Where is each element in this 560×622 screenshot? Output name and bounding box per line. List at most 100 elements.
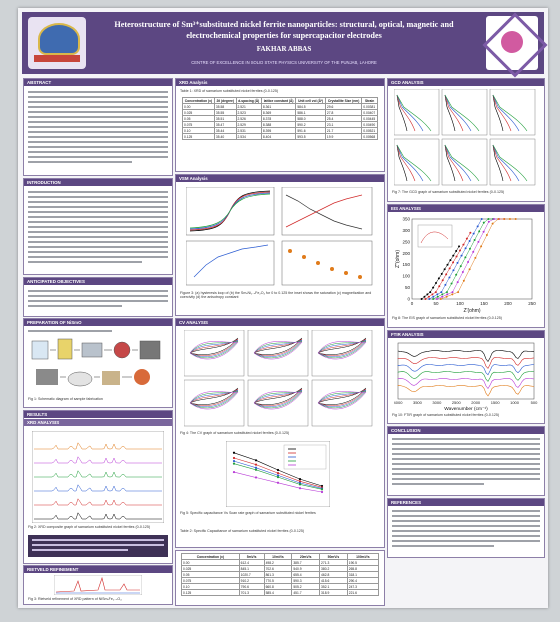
gcd-curve-line (492, 94, 504, 132)
gcd-curve-line (396, 94, 408, 132)
rietveld-chart (54, 575, 142, 595)
poster-author: FAKHAR ABBAS (256, 45, 312, 53)
gcd-curve-line (492, 144, 512, 182)
eis-data-point (435, 298, 438, 300)
gcd-plot-frame (394, 89, 440, 136)
table-row: 0.05 35.51 2.526 8.378 588.0 25.4 0.00445 (182, 115, 378, 122)
cv-plot-frame (184, 379, 245, 427)
gcd-plot-frame (441, 89, 488, 136)
cv-loop-line (317, 387, 367, 405)
eis-x-tick-label: 50 (433, 301, 439, 306)
xrd-table-section: XRD Analysis Table 1: XRD of samarium su… (175, 78, 385, 172)
conclusion-section: CONCLUSION (387, 426, 545, 496)
cv-loop-line (253, 390, 303, 409)
eis-y-axis-label: Z''(ohm) (395, 250, 401, 268)
ftir-section: FTIR ANALYSIS 4000 3500 3000 2500 2000 1500 10… (387, 330, 545, 424)
poster-header: Heterostructure of Sm³⁺substituted nicke… (22, 12, 548, 78)
sc-series-line (233, 463, 323, 490)
cv-loop-line (317, 390, 367, 409)
cv-loop-line (189, 337, 239, 355)
gcd-curve-line (444, 94, 472, 132)
ftir-series-line (397, 378, 535, 390)
gcd-plot-frame (441, 138, 488, 186)
rietveld-caption: Fig 3: Rietveld refinement of XRD patter… (28, 597, 122, 601)
cv-plots (184, 330, 373, 427)
gcd-curve-line (444, 144, 456, 182)
xrd-series-line (34, 456, 162, 464)
gcd-curve-line (396, 94, 416, 132)
ftir-x-tick-label: 3000 (432, 400, 442, 405)
cv-figure-caption: Fig 4: The CV graph of samarium substitu… (180, 431, 290, 435)
capacitance-table-section: Concentration (x) 5mV/s 10mV/s 20mV/s 50… (175, 550, 385, 606)
eis-y-tick-label: 250 (402, 239, 410, 244)
cv-loop-line (189, 339, 239, 357)
gcd-curve-line (492, 94, 512, 132)
gcd-curve-line (396, 144, 416, 182)
cv-plot-frame (184, 330, 245, 377)
ftir-x-tick-label: 2500 (452, 400, 462, 405)
xrd-table-heading: XRD Analysis (176, 79, 384, 86)
cv-loop-line (253, 391, 303, 410)
ftir-series-line (397, 385, 535, 397)
eis-x-tick-label: 150 (480, 301, 488, 306)
cv-heading: CV ANALYSIS (176, 319, 384, 326)
sc-data-point (232, 462, 236, 465)
eis-y-tick-label: 100 (402, 274, 410, 279)
ftir-heading: FTIR ANALYSIS (388, 331, 544, 338)
eis-figure-caption: Fig 8: The EIS graph of samarium substit… (392, 316, 502, 320)
ftir-figure-caption: Fig 10: FTIR graph of samarium substitut… (392, 413, 500, 417)
cv-loop-line (253, 338, 303, 356)
ftir-series-line (397, 350, 535, 363)
capacitance-table: Concentration (x) 5mV/s 10mV/s 20mV/s 50… (181, 553, 380, 596)
poster-title: Heterostructure of Sm³⁺substituted nicke… (114, 20, 454, 40)
abstract-heading: ABSTRACT (24, 79, 172, 86)
eis-data-point (428, 298, 431, 300)
xrd-series-line (34, 470, 162, 478)
eis-data-point (439, 298, 442, 300)
table-cell: 35.40 (213, 133, 237, 140)
ftir-x-tick-label: 2000 (471, 400, 481, 405)
ftir-x-axis-label: Wavenumber (cm⁻¹) (444, 406, 488, 411)
table-cell: 318.9 (319, 589, 348, 596)
cv-loop-line (189, 340, 239, 359)
ftir-series-line (397, 371, 535, 382)
eis-series-line (436, 218, 505, 300)
cv-plot-frame (311, 330, 373, 377)
table-cell: 593.5 (295, 133, 326, 140)
gcd-plot-frame (394, 138, 440, 186)
ftir-x-tick-label: 1500 (491, 400, 501, 405)
cv-loop-line (317, 337, 367, 355)
cv-plot-frame (247, 379, 309, 427)
eis-series-line (421, 246, 460, 300)
table-row: 0.075 35.47 2.529 8.388 590.2 23.1 0.00490 (182, 121, 378, 128)
sc-figure-caption: Fig 5: Specific capacitance Vs Scan rate… (180, 511, 316, 515)
gcd-curve-line (492, 94, 528, 132)
poster: Heterostructure of Sm³⁺substituted nicke… (18, 8, 548, 608)
eis-y-tick-label: 150 (402, 262, 410, 267)
cv-loop-line (189, 391, 239, 410)
sc-data-point (232, 470, 236, 474)
gcd-curve-line (492, 144, 504, 182)
eis-inset-curve (420, 231, 449, 244)
xrd-series-line (34, 498, 162, 506)
objectives-section: ANTICIPATED OBJECTIVES (23, 277, 173, 317)
cv-loop-line (317, 391, 367, 410)
cv-loop-line (317, 339, 367, 357)
eis-heading: EIS ANALYSIS (388, 205, 544, 212)
sc-series-line (233, 452, 323, 487)
table-cell: 8.404 (260, 133, 297, 140)
eis-series-line (432, 218, 493, 300)
ftir-chart: 4000 3500 3000 2500 2000 1500 1000 500 Wavenumbe… (394, 342, 538, 411)
ftir-x-tick-label: 500 (531, 400, 538, 405)
cv-loop-line (253, 389, 303, 407)
objectives-heading: ANTICIPATED OBJECTIVES (24, 278, 172, 285)
cv-plot-frame (247, 330, 309, 377)
cv-loop-line (317, 341, 367, 360)
cv-loop-line (189, 390, 239, 409)
ftir-series-line (397, 364, 535, 376)
cv-loop-line (317, 338, 367, 356)
ftir-x-tick-label: 4000 (394, 400, 403, 405)
gcd-curve-line (396, 144, 408, 182)
references-section: REFERENCES (387, 498, 545, 558)
xrd-table: Concentration (x) 2θ (degree) d-spacing … (182, 97, 378, 140)
